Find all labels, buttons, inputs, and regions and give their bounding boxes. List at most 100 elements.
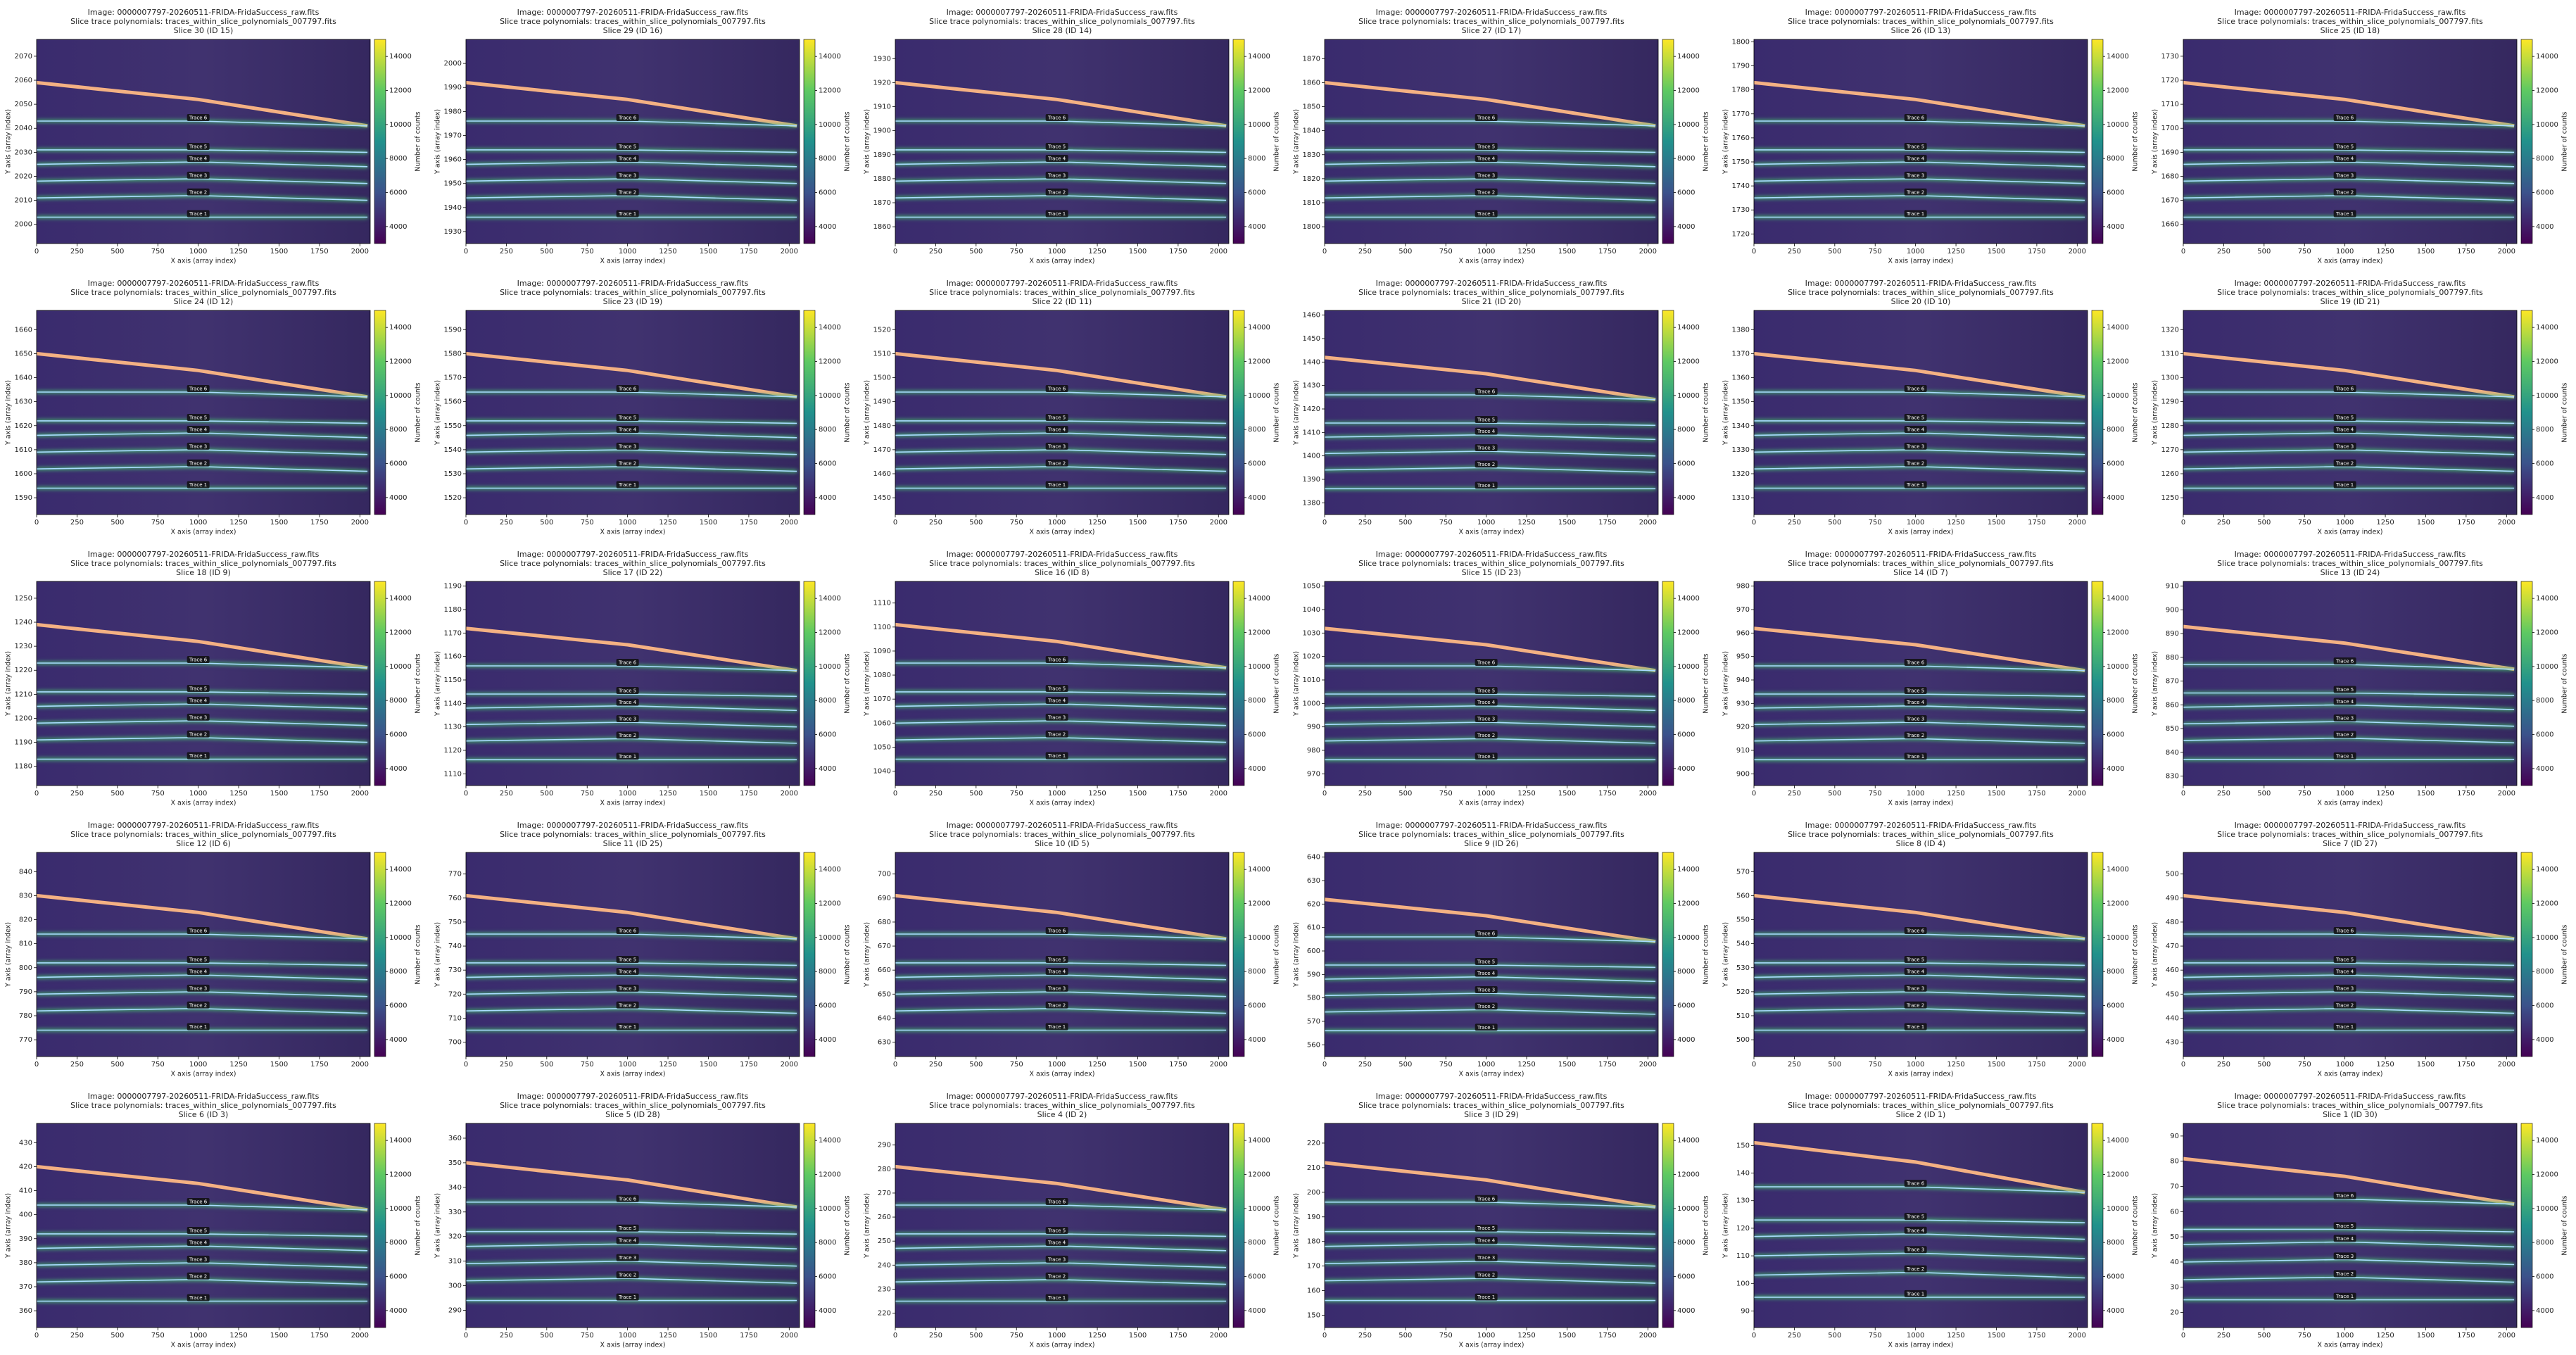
y-tick-label: 900 bbox=[2166, 606, 2179, 614]
panel-title: Slice 1 (ID 30) bbox=[2323, 1110, 2378, 1119]
colorbar bbox=[2520, 581, 2533, 786]
colorbar-tick-label: 8000 bbox=[389, 697, 407, 705]
trace-label-box bbox=[1904, 114, 1927, 121]
trace-label: Trace 1 bbox=[2335, 482, 2354, 488]
trace-label-box bbox=[1475, 969, 1498, 977]
trace-label: Trace 5 bbox=[1047, 957, 1066, 962]
x-axis-label: X axis (array index) bbox=[1459, 800, 1524, 807]
trace-label: Trace 4 bbox=[189, 1240, 208, 1246]
y-tick-label: 430 bbox=[19, 1139, 32, 1147]
y-axis-label: Y axis (array index) bbox=[864, 109, 871, 175]
trace-label-box bbox=[187, 442, 210, 450]
y-tick-label: 290 bbox=[448, 1307, 462, 1315]
trace-label: Trace 6 bbox=[1047, 928, 1066, 934]
y-tick-label: 40 bbox=[2170, 1259, 2179, 1266]
y-tick-label: 720 bbox=[448, 990, 462, 998]
y-tick-label: 1180 bbox=[15, 763, 32, 771]
trace-label: Trace 1 bbox=[2335, 1024, 2354, 1030]
y-tick-label: 830 bbox=[2166, 773, 2179, 781]
trace-label: Trace 1 bbox=[2335, 1294, 2354, 1299]
y-tick-label: 640 bbox=[878, 1014, 891, 1022]
x-tick-label: 1500 bbox=[1558, 519, 1576, 527]
colorbar-tick-label: 8000 bbox=[2107, 426, 2124, 434]
trace-label: Trace 5 bbox=[1047, 144, 1066, 149]
y-tick-label: 840 bbox=[2166, 749, 2179, 757]
y-tick-label: 2020 bbox=[15, 172, 32, 180]
trace-label-box bbox=[616, 687, 639, 694]
trace-label-box bbox=[2333, 927, 2356, 934]
y-tick-label: 1040 bbox=[1303, 606, 1320, 614]
colorbar bbox=[1662, 310, 1674, 515]
x-tick-label: 1250 bbox=[1088, 1332, 1106, 1340]
x-tick-label: 2000 bbox=[351, 248, 369, 256]
y-tick-label: 1310 bbox=[1732, 494, 1750, 502]
panel-title: Image: 0000007797-20260511-FRIDA-FridaSu… bbox=[1805, 550, 2037, 559]
colorbar-label: Number of counts bbox=[844, 653, 852, 713]
trace-label: Trace 1 bbox=[1906, 211, 1924, 217]
panel-title: Slice 12 (ID 6) bbox=[176, 839, 231, 848]
y-tick-label: 1790 bbox=[1732, 63, 1750, 70]
trace-label: Trace 6 bbox=[1047, 115, 1066, 121]
y-tick-label: 1330 bbox=[1732, 446, 1750, 454]
y-tick-label: 1250 bbox=[2161, 494, 2179, 502]
trace-label-box bbox=[187, 481, 210, 489]
x-tick-label: 0 bbox=[34, 1332, 39, 1340]
x-tick-label: 2000 bbox=[351, 519, 369, 527]
trace bbox=[895, 465, 1227, 472]
y-tick-label: 1400 bbox=[1303, 453, 1320, 460]
trace-label-box bbox=[1045, 385, 1068, 392]
y-tick-label: 1910 bbox=[873, 103, 891, 111]
y-tick-label: 1440 bbox=[1303, 358, 1320, 366]
trace-label-box bbox=[1904, 210, 1927, 218]
colorbar-tick-label: 6000 bbox=[389, 731, 407, 739]
colorbar bbox=[1232, 310, 1245, 515]
trace-label-box bbox=[187, 1239, 210, 1246]
colorbar-tick-label: 14000 bbox=[1248, 595, 1270, 603]
trace-label: Trace 4 bbox=[618, 1238, 637, 1244]
trace-label: Trace 4 bbox=[2335, 969, 2354, 975]
x-tick-label: 250 bbox=[70, 519, 84, 527]
y-tick-label: 570 bbox=[1736, 868, 1750, 876]
y-tick-label: 1650 bbox=[15, 350, 32, 358]
y-tick-label: 1730 bbox=[1732, 206, 1750, 214]
x-tick-label: 1250 bbox=[659, 1061, 676, 1069]
panel: Image: 0000007797-20260511-FRIDA-FridaSu… bbox=[5, 8, 422, 265]
image-area bbox=[895, 310, 1229, 515]
y-tick-label: 1670 bbox=[2161, 197, 2179, 205]
trace-label: Trace 2 bbox=[2335, 1271, 2354, 1277]
trace-label-box bbox=[187, 752, 210, 760]
y-tick-label: 1250 bbox=[15, 595, 32, 603]
colorbar-tick-label: 8000 bbox=[389, 968, 407, 976]
x-tick-label: 1500 bbox=[1558, 1061, 1576, 1069]
trace-label: Trace 1 bbox=[1047, 211, 1066, 217]
colorbar bbox=[374, 581, 386, 786]
y-tick-label: 2000 bbox=[15, 221, 32, 229]
edge-curve bbox=[466, 626, 797, 673]
x-tick-label: 250 bbox=[1788, 519, 1801, 527]
panel-title: Slice 24 (ID 12) bbox=[174, 297, 234, 306]
panel-title: Slice 22 (ID 11) bbox=[1033, 297, 1092, 306]
trace-label: Trace 1 bbox=[1906, 1291, 1924, 1297]
trace-label-box bbox=[187, 188, 210, 196]
x-tick-label: 1500 bbox=[1129, 519, 1147, 527]
y-tick-label: 1190 bbox=[444, 583, 462, 591]
colorbar bbox=[2091, 1123, 2104, 1328]
trace-label: Trace 4 bbox=[189, 427, 208, 433]
trace-label: Trace 1 bbox=[2335, 211, 2354, 217]
trace-label: Trace 2 bbox=[1477, 189, 1495, 195]
trace-label: Trace 3 bbox=[1047, 985, 1066, 991]
panel-title: Image: 0000007797-20260511-FRIDA-FridaSu… bbox=[1376, 8, 1608, 17]
y-tick-label: 220 bbox=[1307, 1140, 1320, 1147]
trace-label-box bbox=[187, 142, 210, 150]
image-area bbox=[466, 310, 800, 515]
panel-title: Slice 29 (ID 16) bbox=[603, 26, 663, 35]
colorbar-tick-label: 14000 bbox=[2536, 1137, 2558, 1145]
x-tick-label: 2000 bbox=[1210, 1061, 1227, 1069]
panel-title: Slice 4 (ID 2) bbox=[1037, 1110, 1087, 1119]
panel-title: Image: 0000007797-20260511-FRIDA-FridaSu… bbox=[517, 821, 749, 830]
trace-label: Trace 5 bbox=[189, 957, 207, 962]
y-tick-label: 1520 bbox=[444, 494, 462, 502]
colorbar-tick-label: 14000 bbox=[1248, 866, 1270, 874]
axes-frame bbox=[36, 581, 371, 786]
y-tick-label: 1590 bbox=[444, 326, 462, 334]
